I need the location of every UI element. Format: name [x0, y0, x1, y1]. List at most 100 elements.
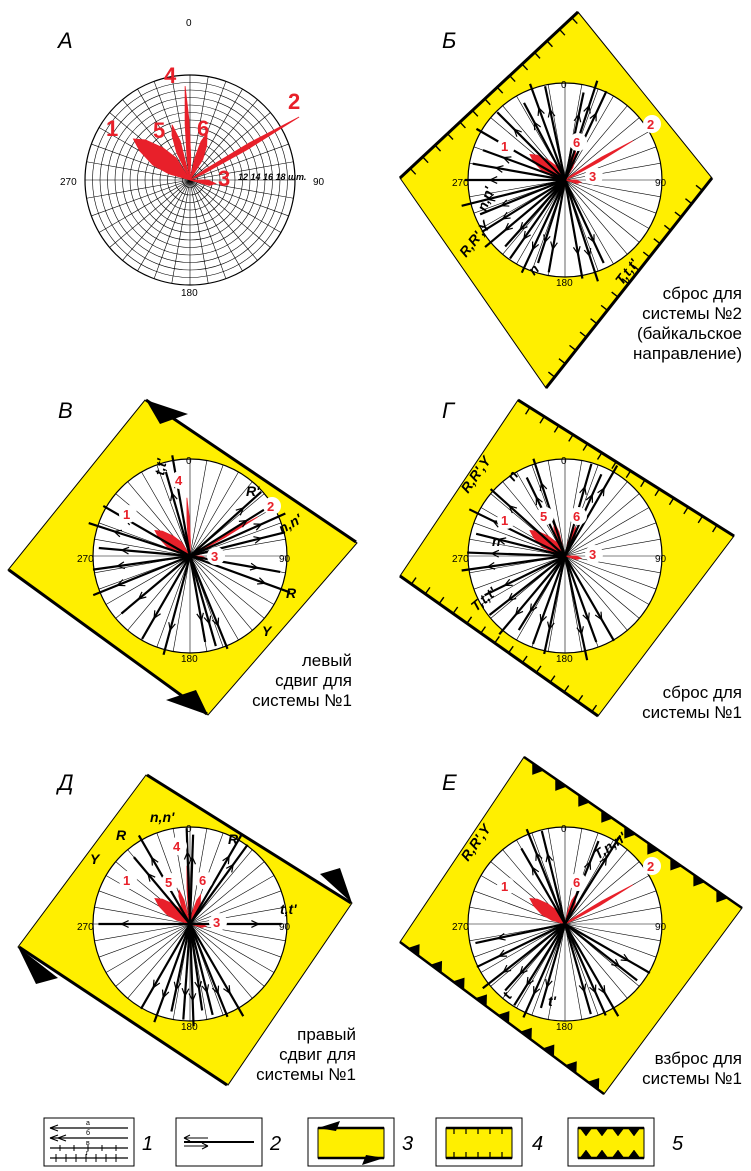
polar-spoke — [469, 906, 566, 925]
degree-90-b: 90 — [655, 178, 667, 189]
circled-label-v-1: 1 — [119, 505, 137, 523]
polar-spoke — [564, 179, 661, 198]
polar-spoke — [156, 464, 191, 557]
svg-text:2: 2 — [267, 499, 274, 514]
circled-label-d-6: 6 — [195, 871, 213, 889]
polar-spoke — [137, 88, 191, 181]
polar-spoke — [122, 179, 191, 261]
legend-item-3: 3 — [307, 1117, 413, 1167]
zone-edge — [544, 177, 714, 389]
fault-line — [189, 507, 267, 557]
legend-item-4: 4 — [435, 1117, 543, 1167]
polar-spoke — [109, 179, 191, 248]
fault-slip-arrow — [513, 128, 522, 137]
fault-slip-arrow — [115, 561, 126, 570]
zone-tick — [685, 198, 693, 205]
zone-tick — [438, 596, 445, 605]
polar-spoke — [469, 179, 566, 198]
polar-spoke — [94, 538, 191, 557]
fault-line — [189, 833, 244, 925]
legend-number-3: 3 — [402, 1133, 413, 1155]
degree-180-e: 180 — [556, 1022, 573, 1033]
zone-tick — [596, 452, 603, 460]
degree-90-d: 90 — [279, 922, 291, 933]
fault-line — [102, 504, 191, 557]
zone-tick — [600, 304, 608, 311]
panel-e: Е 0 90 180 270 1 2 6 R,R',Y T,n,n' t t' … — [399, 755, 743, 1096]
fault-line — [189, 512, 286, 558]
polar-spoke — [564, 555, 650, 605]
fault-line — [141, 555, 191, 640]
zone-tick — [524, 407, 531, 415]
polar-spoke — [189, 555, 275, 605]
fault-slip-arrow — [502, 964, 512, 974]
rose-petal — [529, 530, 566, 557]
polar-spoke — [171, 76, 191, 181]
fault-slip-arrow — [497, 949, 508, 957]
fault-label-e-t-prime: t' — [548, 993, 557, 1009]
fault-slip-arrow — [594, 611, 603, 621]
degree-270-d: 270 — [77, 922, 94, 933]
rose-petal — [564, 179, 583, 184]
zone-tick — [611, 291, 619, 298]
legend-number-2: 2 — [269, 1133, 281, 1155]
zone-tick — [558, 28, 566, 36]
zone-tick — [553, 425, 560, 433]
thrust-tooth — [452, 977, 465, 990]
polar-spoke — [564, 923, 628, 999]
fault-slip-arrow — [507, 592, 517, 602]
zone-tick — [508, 645, 514, 654]
fault-line — [504, 179, 566, 248]
thrust-tooth — [587, 1077, 600, 1091]
fault-slip-arrow — [150, 856, 159, 866]
fault-line — [484, 179, 566, 248]
fault-line — [188, 923, 229, 1018]
zone-tick — [663, 224, 672, 231]
fault-line — [528, 83, 567, 181]
fault-slip-arrow — [152, 979, 161, 989]
polar-spoke — [115, 923, 191, 987]
degree-270-g: 270 — [452, 554, 469, 565]
fault-line — [509, 179, 566, 260]
polar-spoke — [189, 471, 239, 557]
polar-spoke — [189, 143, 289, 181]
polar-spoke — [189, 179, 289, 217]
polar-spoke — [105, 923, 191, 973]
fault-line — [536, 179, 567, 264]
circled-label-d-3: 3 — [209, 913, 227, 931]
polar-spoke — [189, 923, 253, 999]
fault-slip-arrow — [585, 493, 593, 503]
fault-slip-arrow — [578, 983, 587, 993]
polar-spoke — [547, 923, 566, 1020]
fault-line — [461, 178, 566, 207]
fault-slip-arrow — [161, 989, 170, 999]
zone-ticks-b — [398, 10, 714, 389]
fault-slip-arrow — [153, 610, 161, 620]
zone-tick — [535, 665, 542, 673]
caption-d-line-3: системы №1 — [256, 1065, 356, 1084]
polar-spoke — [105, 555, 191, 605]
polar-spoke — [564, 522, 657, 557]
fault-line — [517, 555, 566, 631]
thrust-tooth — [601, 810, 613, 823]
fault-slip-arrow — [494, 165, 504, 173]
polar-spoke — [564, 179, 657, 214]
polar-spoke — [469, 538, 566, 557]
fault-slip-arrow — [112, 529, 123, 538]
polar-spoke — [564, 460, 583, 557]
polar-spoke — [564, 906, 661, 925]
svg-text:2: 2 — [647, 117, 654, 132]
polar-spoke — [564, 555, 628, 631]
circled-label-e-2: 2 — [643, 857, 661, 875]
zone-tick — [568, 434, 574, 442]
zone-edge-d-top — [146, 773, 352, 905]
svg-text:3: 3 — [589, 547, 596, 562]
polar-spoke — [189, 179, 258, 261]
zone-edge — [398, 10, 580, 180]
fault-line — [472, 162, 566, 182]
polar-spoke — [189, 923, 275, 973]
thrust-tooth — [647, 842, 659, 855]
fault-slip-arrow — [535, 851, 543, 861]
rose-label-5: 5 — [153, 118, 165, 143]
fault-line — [564, 90, 608, 181]
